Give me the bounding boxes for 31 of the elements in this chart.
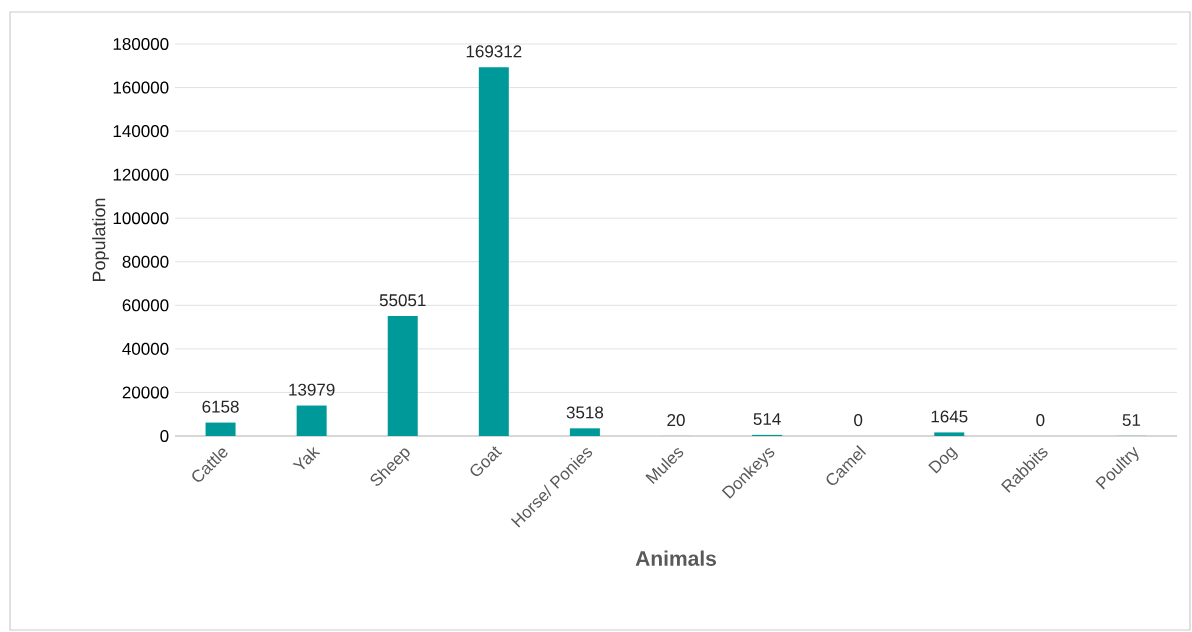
- y-tick-label: 160000: [113, 81, 169, 94]
- data-label: 3518: [566, 406, 604, 419]
- x-tick-label: Dog: [928, 446, 958, 474]
- y-tick-label: 80000: [122, 255, 169, 268]
- y-tick-label: 180000: [113, 37, 169, 51]
- y-tick-label: 120000: [113, 168, 169, 181]
- bar: [296, 405, 327, 436]
- y-tick-label: 0: [160, 429, 169, 443]
- data-label: 0: [854, 414, 863, 427]
- bar: [205, 422, 236, 436]
- data-label: 13979: [289, 383, 335, 396]
- data-label: 20: [667, 414, 685, 427]
- bar: [569, 428, 600, 436]
- y-tick-label: 20000: [122, 386, 169, 399]
- data-label: 1645: [931, 410, 968, 423]
- data-label: 55051: [379, 294, 426, 307]
- y-tick-label: 40000: [122, 342, 169, 355]
- y-tick-label: 60000: [122, 299, 169, 312]
- x-tick-label: Yak: [292, 446, 321, 470]
- bar: [934, 432, 965, 436]
- x-axis-title: Animals: [635, 550, 716, 566]
- data-label: 0: [1036, 414, 1045, 427]
- bar: [387, 316, 418, 436]
- bar: [478, 67, 509, 436]
- y-axis-title: Population: [92, 198, 109, 282]
- data-label: 51: [1122, 414, 1141, 427]
- y-tick-label: 140000: [113, 125, 169, 138]
- data-label: 169312: [466, 45, 522, 58]
- data-label: 6158: [202, 400, 239, 413]
- y-tick-label: 100000: [113, 212, 169, 225]
- data-label: 514: [753, 413, 781, 426]
